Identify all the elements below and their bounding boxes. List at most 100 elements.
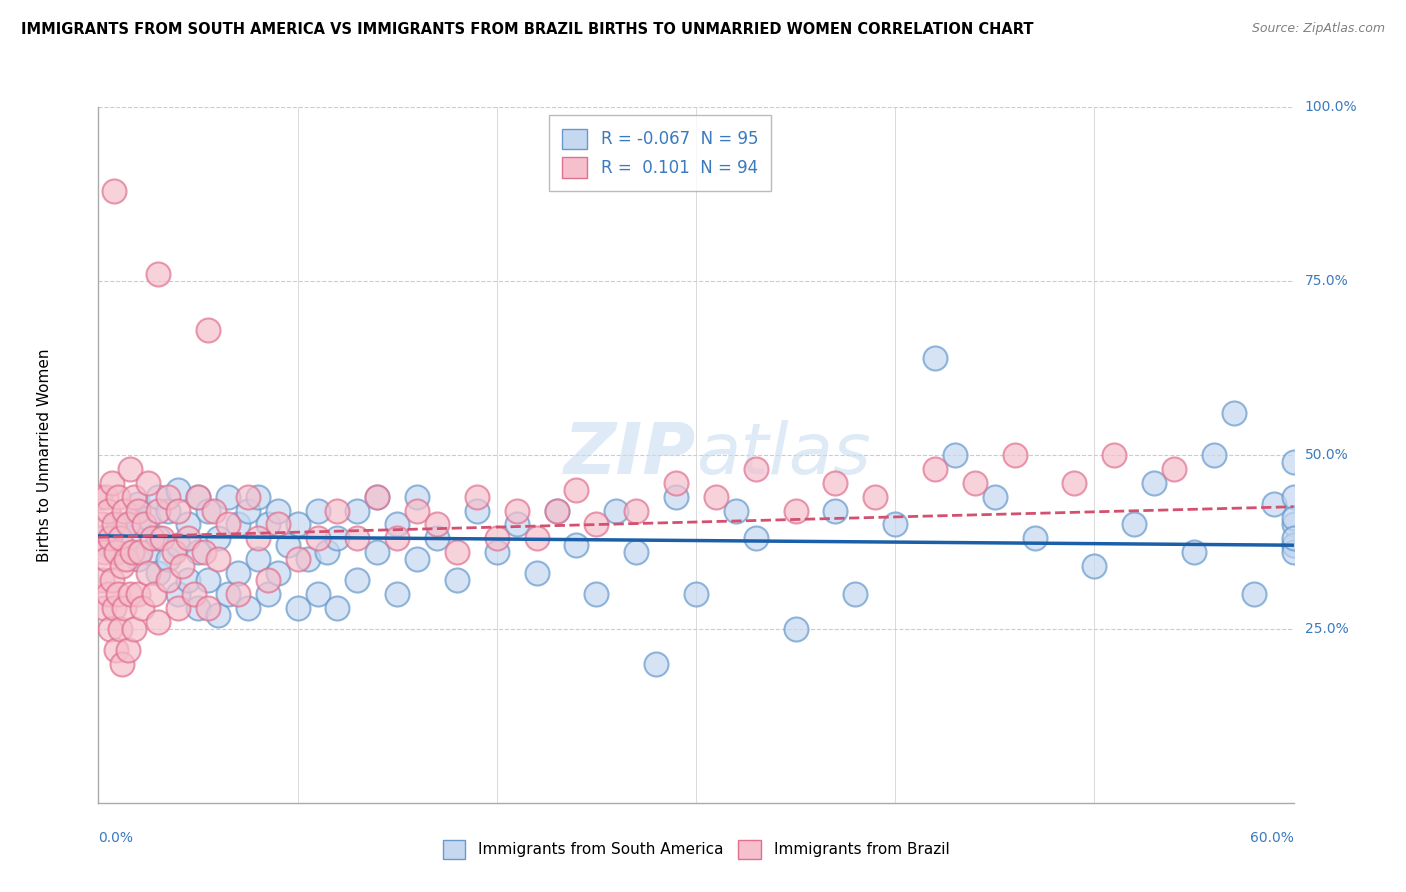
Point xyxy=(963,475,986,490)
Point xyxy=(256,517,278,532)
Point xyxy=(97,503,120,517)
Point xyxy=(127,497,149,511)
Point xyxy=(446,573,468,587)
Point xyxy=(1143,475,1166,490)
Point xyxy=(157,490,180,504)
Point xyxy=(93,545,115,559)
Text: ZIP: ZIP xyxy=(564,420,696,490)
Point xyxy=(148,532,170,546)
Point xyxy=(236,490,259,504)
Point xyxy=(824,475,846,490)
Point xyxy=(565,483,588,497)
Point xyxy=(346,573,368,587)
Point xyxy=(97,538,120,552)
Point xyxy=(136,545,159,559)
Point xyxy=(217,517,239,532)
Point xyxy=(1263,497,1285,511)
Point xyxy=(148,615,170,629)
Point xyxy=(207,607,229,622)
Point xyxy=(385,532,409,546)
Point xyxy=(187,545,209,559)
Point xyxy=(197,323,219,337)
Point xyxy=(745,532,768,546)
Point xyxy=(187,490,209,504)
Text: 100.0%: 100.0% xyxy=(1305,100,1357,114)
Text: Births to Unmarried Women: Births to Unmarried Women xyxy=(37,348,52,562)
Point xyxy=(1063,475,1085,490)
Point xyxy=(167,483,190,497)
Point xyxy=(1102,448,1125,462)
Point xyxy=(426,517,449,532)
Point xyxy=(526,532,548,546)
Text: 0.0%: 0.0% xyxy=(98,830,134,845)
Point xyxy=(246,532,269,546)
Point xyxy=(207,552,229,566)
Point xyxy=(197,503,219,517)
Point xyxy=(506,517,529,532)
Text: 75.0%: 75.0% xyxy=(1305,274,1348,288)
Point xyxy=(1123,517,1146,532)
Point xyxy=(526,566,548,581)
Point xyxy=(197,573,219,587)
Point xyxy=(107,517,129,532)
Point xyxy=(1282,490,1305,504)
Text: 25.0%: 25.0% xyxy=(1305,622,1348,636)
Point xyxy=(1163,462,1185,476)
Point xyxy=(167,587,190,601)
Point xyxy=(924,351,946,365)
Point xyxy=(177,532,200,546)
Point xyxy=(111,657,134,671)
Point xyxy=(124,490,146,504)
Point xyxy=(89,532,111,546)
Point xyxy=(1282,538,1305,552)
Point xyxy=(183,587,205,601)
Point xyxy=(150,532,173,546)
Point xyxy=(112,601,135,615)
Point xyxy=(96,552,118,566)
Point xyxy=(136,475,159,490)
Point xyxy=(103,184,125,198)
Point xyxy=(307,532,329,546)
Point xyxy=(1222,406,1246,420)
Point xyxy=(485,532,508,546)
Point xyxy=(685,587,707,601)
Point xyxy=(844,587,866,601)
Point xyxy=(924,462,946,476)
Point xyxy=(287,552,309,566)
Point xyxy=(665,475,688,490)
Point xyxy=(824,503,846,517)
Point xyxy=(124,622,146,636)
Point xyxy=(121,545,143,559)
Point xyxy=(446,545,468,559)
Point xyxy=(105,545,128,559)
Point xyxy=(506,503,529,517)
Point xyxy=(267,517,290,532)
Point xyxy=(157,573,180,587)
Point xyxy=(665,490,688,504)
Point xyxy=(406,503,429,517)
Point xyxy=(107,587,129,601)
Point xyxy=(91,517,114,532)
Point xyxy=(98,622,122,636)
Point xyxy=(624,503,647,517)
Point xyxy=(307,587,329,601)
Point xyxy=(167,503,190,517)
Point xyxy=(217,587,239,601)
Point xyxy=(1182,545,1205,559)
Point xyxy=(485,545,508,559)
Point xyxy=(267,503,290,517)
Point xyxy=(236,601,259,615)
Point xyxy=(187,601,209,615)
Point xyxy=(207,532,229,546)
Point xyxy=(136,566,159,581)
Point xyxy=(366,490,388,504)
Point xyxy=(406,552,429,566)
Point xyxy=(236,503,259,517)
Point xyxy=(193,545,215,559)
Point xyxy=(1282,532,1305,546)
Point xyxy=(366,490,388,504)
Point xyxy=(134,517,156,532)
Point xyxy=(157,552,180,566)
Point xyxy=(745,462,768,476)
Point xyxy=(110,622,132,636)
